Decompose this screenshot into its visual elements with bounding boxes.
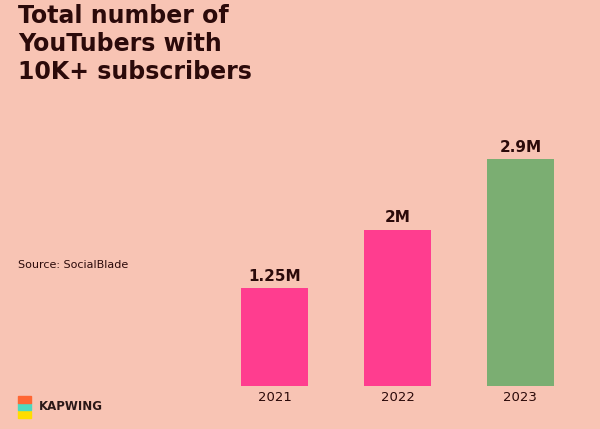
Bar <box>364 230 431 386</box>
Text: 2.9M: 2.9M <box>499 139 541 154</box>
Text: Total number of
YouTubers with
10K+ subscribers: Total number of YouTubers with 10K+ subs… <box>18 4 252 84</box>
Text: Source: SocialBlade: Source: SocialBlade <box>18 260 128 269</box>
Text: KAPWING: KAPWING <box>38 400 103 413</box>
Bar <box>241 288 308 386</box>
Text: 1.25M: 1.25M <box>248 269 301 284</box>
Text: 2M: 2M <box>385 210 410 225</box>
Bar <box>487 159 554 386</box>
